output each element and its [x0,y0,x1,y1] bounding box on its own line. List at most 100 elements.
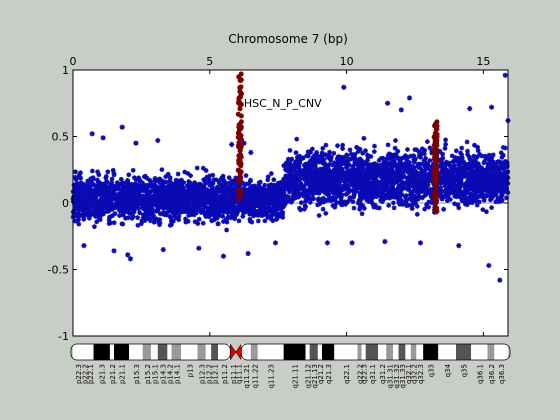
band-p15.2 [142,344,151,360]
band-label: p14.1 [173,364,181,384]
y-tick-label: 0 [62,197,69,210]
band-label: p21.2 [109,364,117,384]
band-label: p14.3 [160,364,168,384]
band-p11.1 [230,343,237,361]
band-q21.13 [309,344,318,360]
plot-border [72,69,509,337]
band-label: q31.31 [387,364,395,388]
band-label: q21.11 [292,364,300,388]
band-label: p12.3 [199,364,207,384]
p-arm-outline [70,343,231,361]
band-q31.32 [393,344,399,360]
band-p21.1 [114,344,130,360]
band-label: q21.2 [317,364,325,384]
series-right [281,72,511,283]
band-p14.2 [167,344,172,360]
band-label: p15.1 [151,364,159,384]
band-p15.1 [150,344,158,360]
band-q31.1 [365,344,379,360]
band-p22.3 [73,344,83,360]
x-tick-labels: 0 5 10 15 [70,55,491,68]
band-q11.22 [250,344,258,360]
band-label: q36.3 [498,364,506,384]
band-label: p22.1 [87,364,95,384]
band-label: q11.1 [236,364,244,384]
band-label: q32.2 [411,364,419,384]
band-q21.3 [321,344,335,360]
band-label: q31.33 [399,364,407,388]
y-tick-label: -0.5 [48,264,69,277]
band-q31.2 [378,344,387,360]
band-p12.3 [197,344,206,360]
band-label: q32.1 [405,364,413,384]
band-label: p11.1 [230,364,238,384]
band-p12.1 [211,344,218,360]
band-p14.1 [171,344,182,360]
band-q11.23 [257,344,284,360]
cnv-region-2 [431,119,440,215]
band-label: p13 [186,364,194,377]
band-label: q11.23 [268,364,276,388]
band-p14.3 [157,344,168,360]
band-label: p21.1 [119,364,127,384]
band-q22.1 [334,344,358,360]
band-q32.3 [416,344,424,360]
band-label: q33 [428,364,436,377]
band-p15.3 [129,344,143,360]
band-label: p14.2 [166,364,174,384]
band-label: q31.2 [379,364,387,384]
band-q32.1 [405,344,411,360]
band-label: q36.1 [476,364,484,384]
band-label: q35 [461,364,469,377]
band-label: q22.1 [343,364,351,384]
cnv-region-1 [235,71,244,202]
band-q31.31 [386,344,394,360]
band-label: q32.3 [417,364,425,384]
band-p12.2 [205,344,212,360]
data-points [70,72,511,283]
band-label: p22.3 [75,364,83,384]
band-q32.2 [410,344,417,360]
band-p22.1 [86,344,94,360]
band-label: p15.2 [144,364,152,384]
chromosome-ideogram [70,343,511,361]
band-q36.1 [471,344,488,360]
band-label: q21.3 [325,364,333,384]
band-q36.2 [487,344,495,360]
band-label: q21.12 [305,364,313,388]
x-tick-label: 0 [70,55,77,68]
band-label: q21.13 [311,364,319,388]
y-tick-label: 1 [62,64,69,77]
band-q21.12 [305,344,310,360]
y-tick-label: -1 [58,330,69,343]
band-label: q11.22 [251,364,259,388]
band-q11.1 [235,343,242,361]
y-tick-labels: -1 -0.5 0 0.5 1 [48,64,69,343]
band-q21.2 [317,344,322,360]
cnv-annotation: HSC_N_P_CNV [244,97,322,110]
band-label: q22.3 [361,364,369,384]
series-middle [236,140,286,257]
band-p21.3 [93,344,110,360]
cnv-points [235,71,440,215]
band-q35 [456,344,472,360]
band-q34 [438,344,457,360]
band-label: p22.2 [82,364,90,384]
band-label: p12.2 [205,364,213,384]
band-label: p11.2 [221,364,229,384]
x-tick-label: 5 [206,55,213,68]
band-p22.2 [82,344,87,360]
y-tick-label: 0.5 [52,131,70,144]
band-label: q36.2 [488,364,496,384]
band-q31.33 [398,344,406,360]
band-q33 [423,344,439,360]
band-q22.3 [361,344,366,360]
band-label: p21.3 [99,364,107,384]
band-label: q22.2 [357,364,365,384]
q-arm-outline [240,343,511,361]
band-p11.2 [218,344,231,360]
band-q36.3 [494,344,508,360]
band-q11.21 [241,344,251,360]
